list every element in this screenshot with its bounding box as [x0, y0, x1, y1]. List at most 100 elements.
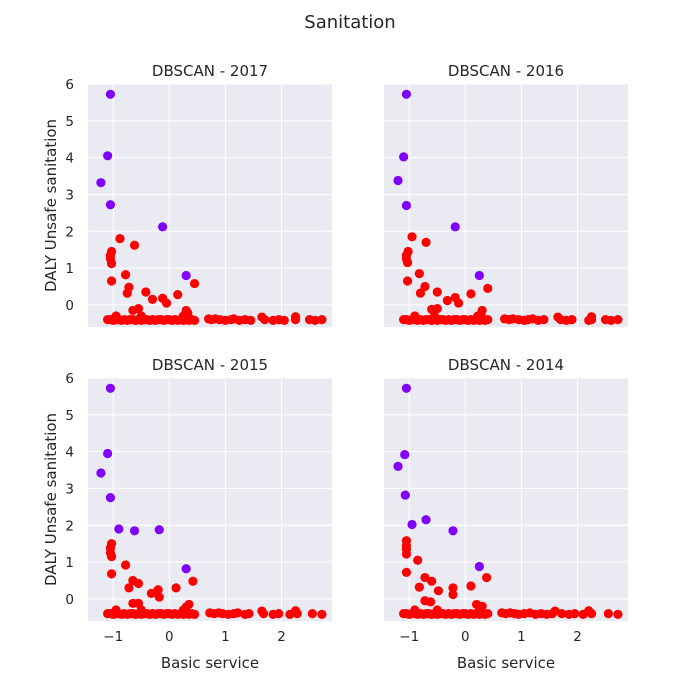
point-outlier [105, 493, 116, 503]
point-outlier [450, 222, 460, 232]
point-outlier [400, 449, 410, 460]
x-axis-label: Basic service [161, 654, 259, 672]
point-clustered [427, 576, 437, 586]
point-clustered [124, 583, 134, 593]
point-clustered [442, 295, 452, 306]
point-clustered [483, 609, 493, 619]
subplot-title: DBSCAN - 2015 [152, 356, 268, 374]
point-clustered [432, 303, 442, 314]
point-outlier [474, 561, 484, 572]
y-axis-label: DALY Unsafe sanitation [42, 119, 60, 292]
point-clustered [466, 289, 476, 299]
point-clustered [292, 609, 302, 619]
point-clustered [129, 240, 140, 250]
point-clustered [106, 259, 117, 269]
point-outlier [114, 524, 124, 534]
y-tick-label: 5 [65, 114, 74, 130]
point-clustered [161, 298, 172, 308]
point-outlier [421, 515, 431, 525]
point-clustered [307, 609, 317, 619]
point-clustered [115, 234, 125, 244]
point-outlier [105, 383, 116, 393]
point-clustered [133, 578, 144, 589]
point-clustered [189, 278, 200, 289]
point-outlier [181, 564, 191, 574]
point-clustered [432, 287, 442, 297]
y-tick-label: 0 [65, 298, 74, 314]
point-clustered [120, 560, 131, 570]
y-tick-label: 4 [65, 445, 74, 461]
point-outlier [401, 383, 412, 393]
figure-title: Sanitation [304, 12, 395, 33]
subplot-title: DBSCAN - 2016 [448, 62, 564, 80]
point-clustered [578, 609, 588, 619]
point-clustered [244, 609, 254, 619]
point-clustered [246, 315, 256, 325]
point-outlier [400, 490, 410, 500]
point-clustered [413, 555, 423, 565]
point-clustered [290, 315, 301, 325]
point-outlier [399, 152, 409, 162]
x-tick-label: −1 [399, 629, 419, 645]
point-outlier [393, 175, 403, 186]
x-tick-label: −1 [103, 629, 123, 645]
point-clustered [414, 582, 424, 592]
point-clustered [120, 270, 131, 280]
point-clustered [173, 290, 183, 300]
y-tick-label: 3 [65, 187, 74, 203]
point-clustered [401, 549, 412, 559]
point-clustered [310, 315, 320, 325]
y-tick-label: 3 [65, 481, 74, 497]
y-tick-label: 6 [65, 77, 74, 93]
point-clustered [420, 572, 430, 583]
point-clustered [448, 589, 458, 600]
point-outlier [103, 448, 113, 459]
point-clustered [603, 609, 613, 619]
point-outlier [154, 525, 164, 535]
point-outlier [407, 519, 417, 530]
x-tick-label: 1 [221, 629, 230, 645]
point-clustered [613, 315, 623, 325]
point-clustered [274, 609, 284, 619]
point-clustered [448, 583, 458, 593]
point-clustered [279, 315, 289, 325]
point-clustered [317, 315, 327, 325]
subplot-title: DBSCAN - 2014 [448, 356, 564, 374]
point-clustered [189, 315, 200, 325]
point-clustered [401, 567, 412, 578]
point-outlier [474, 270, 484, 281]
point-outlier [105, 200, 116, 210]
point-outlier [96, 468, 106, 478]
subplot-1: DBSCAN - 2017 0 1 2 3 4 5 6 [65, 62, 332, 327]
point-clustered [146, 588, 156, 598]
y-axis-label: DALY Unsafe sanitation [42, 413, 60, 586]
point-clustered [425, 597, 436, 607]
y-tick-label: 2 [65, 518, 74, 534]
point-clustered [415, 288, 426, 298]
point-clustered [606, 315, 616, 325]
x-axis-label: Basic service [457, 654, 555, 672]
point-clustered [402, 257, 413, 268]
point-clustered [106, 551, 117, 562]
point-clustered [106, 276, 117, 286]
y-tick-label: 0 [65, 592, 74, 608]
point-outlier [401, 89, 412, 99]
x-tick-label: 1 [517, 629, 526, 645]
point-outlier [448, 526, 458, 536]
y-tick-label: 1 [65, 261, 74, 277]
point-clustered [482, 572, 492, 583]
point-clustered [258, 609, 269, 619]
point-clustered [188, 576, 198, 586]
point-outlier [96, 178, 106, 188]
point-clustered [153, 585, 163, 595]
point-clustered [421, 237, 431, 247]
point-clustered [233, 608, 243, 618]
point-outlier [105, 89, 116, 99]
subplot-4: DBSCAN - 2014 −1 0 1 2 [384, 356, 628, 645]
subplot-3: DBSCAN - 2015 0 1 2 3 4 5 6 −1 0 1 2 [65, 356, 332, 645]
point-clustered [407, 232, 417, 242]
point-clustered [106, 569, 117, 579]
point-clustered [433, 586, 444, 596]
point-clustered [567, 315, 577, 325]
subplot-title: DBSCAN - 2017 [152, 62, 268, 80]
